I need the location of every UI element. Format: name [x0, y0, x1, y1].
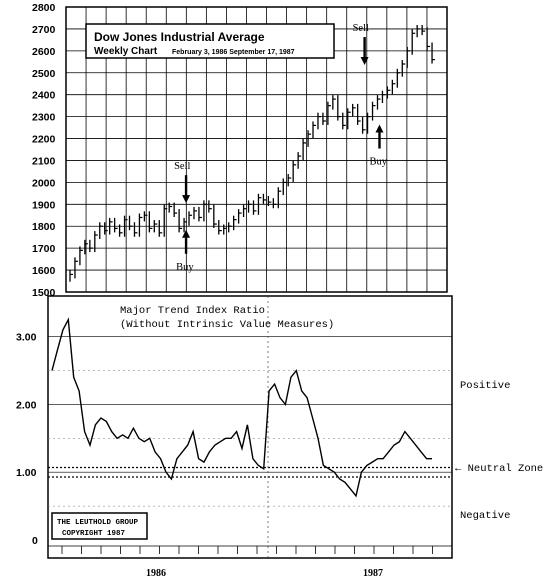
dow-jones-y-tick-label: 2800 [32, 2, 56, 14]
dow-jones-y-tick-label: 1800 [32, 221, 56, 233]
dow-jones-y-tick-label: 2700 [32, 24, 56, 36]
x-label-1986: 1986 [146, 568, 166, 579]
up-arrow-icon [375, 124, 384, 133]
trend-index-frame [47, 295, 453, 559]
zone-label-negative: Negative [460, 510, 510, 522]
dow-jones-y-tick-label: 2200 [32, 134, 56, 146]
neutral-arrow-icon: ← [455, 463, 468, 475]
trend-index-y-tick-label: 1.00 [16, 467, 37, 479]
trend-index-title: Major Trend Index Ratio [120, 305, 265, 317]
down-arrow-icon [182, 195, 191, 204]
copyright-box: THE LEUTHOLD GROUP COPYRIGHT 1987 [51, 512, 148, 540]
dow-jones-y-tick-label: 2100 [32, 155, 56, 167]
dow-jones-weekly-bars [69, 24, 436, 282]
copyright-line-2: COPYRIGHT 1987 [62, 530, 125, 538]
dow-jones-annotations: Sell Buy Sell Buy [174, 23, 388, 273]
dow-jones-y-tick-label: 2400 [32, 90, 56, 102]
up-arrow-icon [182, 229, 191, 238]
trend-index-y-tick-label: 0 [32, 535, 38, 547]
dow-jones-subtitle: Weekly Chart [94, 46, 158, 57]
zone-label-neutral: ← Neutral Zone [455, 463, 543, 475]
annotation-label-sell: Sell [353, 23, 369, 34]
dow-jones-y-tick-label: 1700 [32, 243, 56, 255]
dow-jones-y-tick-label: 2500 [32, 68, 56, 80]
copyright-frame [51, 512, 148, 540]
dow-jones-title-box: Dow Jones Industrial Average Weekly Char… [85, 23, 335, 59]
dow-jones-date-range: February 3, 1986 September 17, 1987 [172, 49, 295, 56]
trend-index-line [51, 317, 432, 498]
dow-jones-y-tick-labels: 2800 2700 2600 2500 2400 2300 2200 2100 2000 1900… [32, 2, 56, 299]
trend-index-y-tick-label: 3.00 [16, 332, 37, 344]
dow-jones-y-tick-label: 1900 [32, 199, 56, 211]
dow-jones-title: Dow Jones Industrial Average [94, 30, 265, 44]
dow-jones-frame [65, 6, 448, 293]
dow-jones-y-tick-label: 1600 [32, 265, 56, 277]
annotation-label-buy: Buy [176, 262, 194, 273]
dow-jones-y-tick-label: 2600 [32, 46, 56, 58]
dow-jones-y-tick-label: 2300 [32, 112, 56, 124]
neutral-zone-text: Neutral Zone [468, 463, 544, 475]
down-arrow-icon [360, 57, 369, 66]
annotation-label-sell: Sell [174, 161, 190, 172]
trend-index-x-axis [61, 546, 433, 554]
title-box-frame [85, 23, 335, 59]
zone-label-positive: Positive [460, 380, 510, 392]
trend-index-y-tick-label: 2.00 [16, 399, 37, 411]
copyright-line-1: THE LEUTHOLD GROUP [57, 519, 139, 527]
x-label-1987: 1987 [363, 568, 383, 579]
annotation-label-buy: Buy [369, 157, 387, 168]
trend-index-subtitle: (Without Intrinsic Value Measures) [120, 319, 334, 331]
trend-index-y-tick-labels: 3.00 2.00 1.00 0 [16, 332, 38, 547]
dow-jones-y-tick-label: 2000 [32, 177, 56, 189]
dow-jones-y-tick-label: 1500 [32, 287, 56, 299]
